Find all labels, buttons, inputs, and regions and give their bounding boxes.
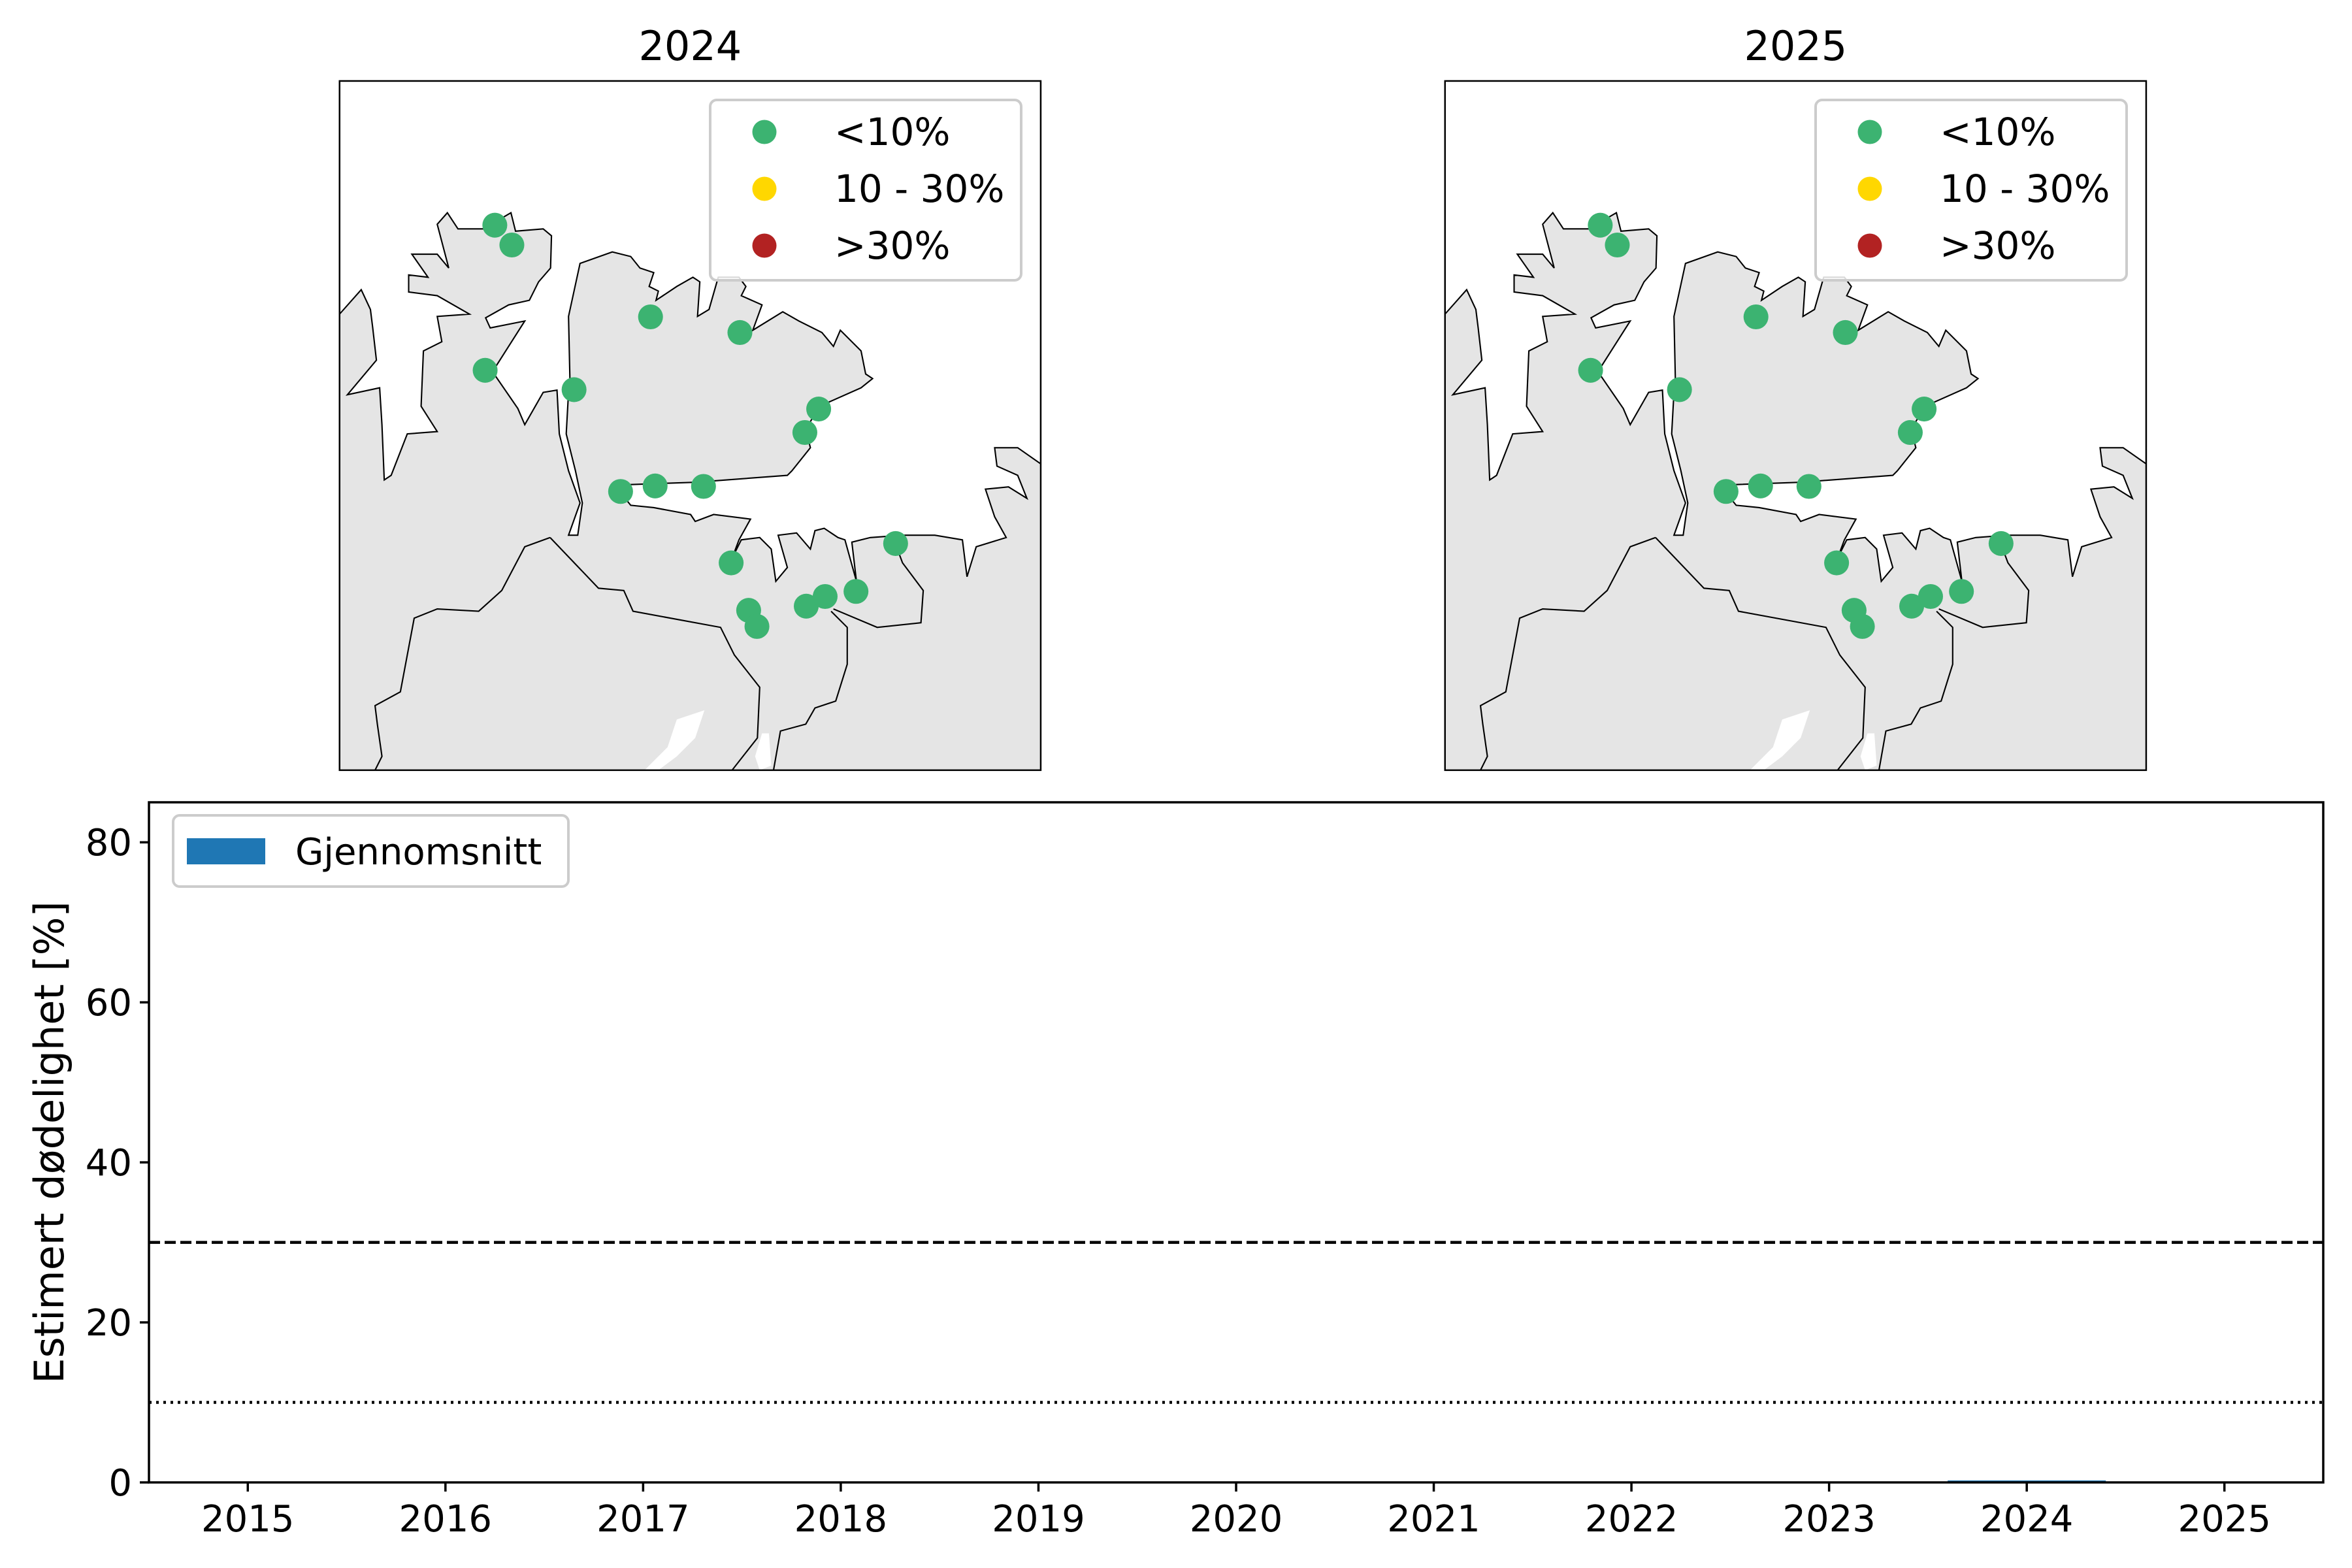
- site-marker: [1605, 232, 1630, 258]
- y-tick-label: 20: [86, 1302, 132, 1345]
- map-panel-2024: 2024 <10% 10 - 30% >30%: [338, 22, 1042, 772]
- site-marker: [1713, 479, 1739, 504]
- x-tick-label: 2020: [1190, 1498, 1283, 1541]
- legend-marker: [752, 120, 777, 144]
- legend-label: 10 - 30%: [1940, 167, 2110, 211]
- x-tick-label: 2022: [1585, 1498, 1678, 1541]
- site-marker: [1897, 419, 1923, 446]
- legend-label: <10%: [834, 110, 951, 154]
- site-marker: [499, 232, 525, 258]
- x-tick-label: 2015: [201, 1498, 295, 1541]
- map-title: 2024: [638, 22, 742, 70]
- site-marker: [727, 319, 753, 346]
- y-tick-label: 40: [86, 1142, 132, 1184]
- plot-frame: [148, 801, 2325, 1484]
- chart-legend: Gjennomsnitt: [172, 814, 570, 888]
- site-marker: [792, 419, 817, 446]
- site-marker: [1988, 531, 2014, 556]
- legend-marker: [1857, 233, 1882, 258]
- site-marker: [744, 613, 770, 639]
- x-tick-label: 2023: [1782, 1498, 1876, 1541]
- map-legend: <10% 10 - 30% >30%: [1814, 99, 2128, 282]
- map-frame: [338, 80, 1042, 772]
- x-tick-label: 2016: [399, 1498, 493, 1541]
- legend-label: >30%: [1940, 223, 2056, 268]
- legend-swatch: [187, 838, 265, 864]
- x-tick-label: 2017: [596, 1498, 690, 1541]
- y-tick-label: 60: [86, 982, 132, 1024]
- site-marker: [1743, 304, 1769, 330]
- site-marker: [1667, 377, 1692, 402]
- site-marker: [1578, 357, 1603, 383]
- map-legend: <10% 10 - 30% >30%: [709, 99, 1022, 282]
- site-marker: [638, 304, 663, 330]
- y-tick-label: 0: [108, 1462, 132, 1505]
- legend-marker: [1857, 120, 1882, 144]
- legend-marker: [1857, 176, 1882, 201]
- site-marker: [1850, 613, 1875, 639]
- site-marker: [472, 357, 498, 383]
- site-marker: [1588, 212, 1613, 238]
- map-title: 2025: [1744, 22, 1847, 70]
- site-marker: [812, 583, 838, 610]
- site-marker: [794, 593, 819, 619]
- map-panel-2025: 2025 <10% 10 - 30% >30%: [1444, 22, 2148, 772]
- legend-marker: [752, 176, 777, 201]
- x-tick-label: 2025: [2178, 1498, 2271, 1541]
- site-marker: [642, 473, 668, 498]
- legend-label: 10 - 30%: [834, 167, 1005, 211]
- site-marker: [482, 212, 508, 238]
- y-tick-label: 80: [86, 822, 132, 864]
- site-marker: [1949, 579, 1974, 604]
- site-marker: [1912, 396, 1937, 422]
- map-frame: [1444, 80, 2148, 772]
- site-marker: [561, 377, 587, 402]
- x-tick-label: 2024: [1980, 1498, 2074, 1541]
- x-tick-label: 2019: [992, 1498, 1085, 1541]
- site-marker: [1899, 593, 1925, 619]
- legend-label: >30%: [834, 223, 951, 268]
- site-marker: [1748, 473, 1773, 498]
- site-marker: [1918, 583, 1943, 610]
- site-marker: [843, 579, 869, 604]
- y-axis-label: Estimert dødelighet [%]: [25, 901, 73, 1383]
- site-marker: [1833, 319, 1858, 346]
- legend-marker: [752, 233, 777, 258]
- x-tick-label: 2021: [1387, 1498, 1480, 1541]
- x-tick-label: 2018: [794, 1498, 888, 1541]
- site-marker: [806, 396, 832, 422]
- site-marker: [608, 479, 633, 504]
- site-marker: [691, 474, 716, 499]
- site-marker: [1796, 474, 1821, 499]
- site-marker: [883, 531, 908, 556]
- legend-label: Gjennomsnitt: [295, 831, 542, 874]
- legend-label: <10%: [1940, 110, 2056, 154]
- site-marker: [719, 550, 744, 576]
- site-marker: [1824, 550, 1850, 576]
